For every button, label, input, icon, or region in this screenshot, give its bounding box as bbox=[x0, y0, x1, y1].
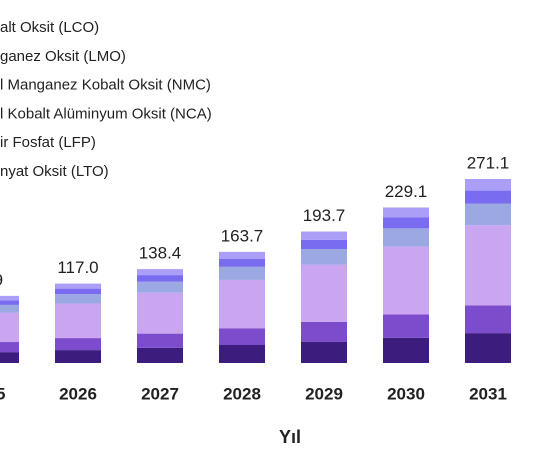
x-tick-label: 2027 bbox=[141, 384, 179, 403]
bar-segment bbox=[137, 347, 183, 363]
bar-segment bbox=[55, 283, 101, 289]
legend-label: alt Oksit (LCO) bbox=[0, 19, 99, 36]
bar-segment bbox=[465, 225, 511, 306]
bar-segment bbox=[301, 239, 347, 250]
total-label: 163.7 bbox=[221, 226, 264, 245]
bar-segment bbox=[383, 207, 429, 218]
bar-segment bbox=[137, 275, 183, 282]
bar-segment bbox=[219, 266, 265, 280]
bar-segment bbox=[465, 305, 511, 334]
bar-segment bbox=[137, 269, 183, 276]
bar-segment bbox=[219, 279, 265, 329]
bar-segment bbox=[137, 292, 183, 334]
legend-label: nyat Oksit (LTO) bbox=[0, 163, 109, 180]
bar-segment bbox=[55, 303, 101, 339]
bar-segment bbox=[301, 341, 347, 363]
bar-segment bbox=[219, 328, 265, 346]
bar-segment bbox=[465, 333, 511, 363]
x-tick-label: 2028 bbox=[223, 384, 261, 403]
bar-segment bbox=[465, 179, 511, 191]
bar-segment bbox=[55, 294, 101, 304]
bar-segment bbox=[301, 321, 347, 342]
bar-segment bbox=[301, 264, 347, 322]
bar-segment bbox=[55, 288, 101, 295]
bar-segment bbox=[383, 217, 429, 229]
total-label: 271.1 bbox=[467, 153, 510, 172]
x-tick-label: 2031 bbox=[469, 384, 507, 403]
x-tick-label: 2029 bbox=[305, 384, 343, 403]
bar-segment bbox=[465, 190, 511, 204]
bar-segment bbox=[0, 352, 19, 363]
total-label: 138.4 bbox=[139, 244, 182, 263]
x-tick-label: 2026 bbox=[59, 384, 97, 403]
total-label: .9 bbox=[0, 270, 3, 289]
total-label: 229.1 bbox=[385, 182, 428, 201]
bar-segment bbox=[0, 312, 19, 343]
bar-segment bbox=[0, 342, 19, 353]
bar-segment bbox=[55, 338, 101, 351]
bar-segment bbox=[301, 231, 347, 240]
bar-segment bbox=[383, 228, 429, 247]
bar-segment bbox=[383, 314, 429, 338]
bar-segment bbox=[465, 203, 511, 226]
bar-segment bbox=[0, 304, 19, 313]
x-tick-label: 2030 bbox=[387, 384, 425, 403]
bar-segment bbox=[219, 251, 265, 260]
bar-segment bbox=[137, 333, 183, 348]
total-label: 117.0 bbox=[57, 258, 98, 277]
bar-segment bbox=[55, 350, 101, 363]
legend-label: ganez Oksit (LMO) bbox=[0, 48, 126, 65]
legend-label: ir Fosfat (LFP) bbox=[0, 134, 96, 151]
bar-segment bbox=[383, 337, 429, 363]
bar-segment bbox=[0, 300, 19, 305]
bar-segment bbox=[0, 295, 19, 301]
legend-label: l Kobalt Alüminyum Oksit (NCA) bbox=[0, 105, 212, 122]
bar-segment bbox=[219, 259, 265, 267]
bar-segment bbox=[137, 281, 183, 293]
bar-segment bbox=[383, 246, 429, 315]
bar-segment bbox=[219, 345, 265, 363]
bar-segment bbox=[301, 249, 347, 265]
x-axis-label: Yıl bbox=[279, 427, 301, 447]
total-label: 193.7 bbox=[303, 206, 346, 225]
x-tick-label: 25 bbox=[0, 384, 5, 403]
legend-label: l Manganez Kobalt Oksit (NMC) bbox=[0, 77, 211, 94]
